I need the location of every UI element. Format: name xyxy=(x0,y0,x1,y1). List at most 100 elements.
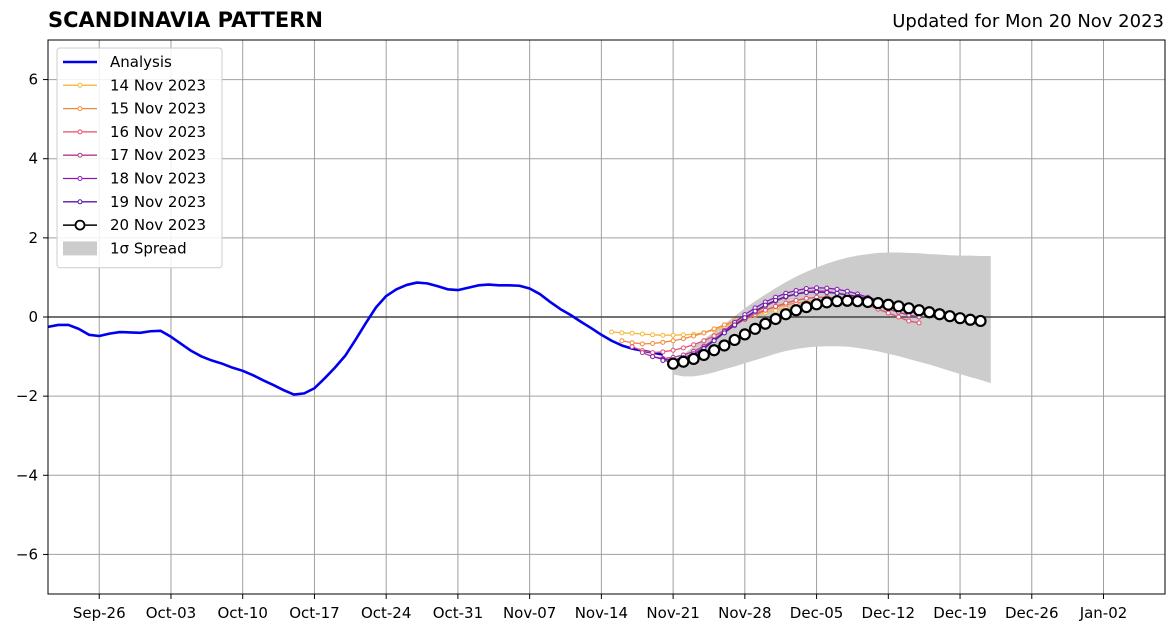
forecast-point xyxy=(824,285,830,291)
x-tick-label: Dec-19 xyxy=(933,604,987,622)
forecast-point xyxy=(953,312,967,325)
forecast-point xyxy=(752,308,758,314)
forecast-point xyxy=(701,338,707,344)
legend-item: Analysis xyxy=(63,53,172,71)
x-tick-label: Oct-31 xyxy=(433,604,483,622)
forecast-point xyxy=(793,291,799,297)
forecast-point xyxy=(728,333,741,347)
legend-label: 15 Nov 2023 xyxy=(110,100,206,118)
spread-layer xyxy=(673,252,991,384)
y-tick-label: 2 xyxy=(28,229,38,247)
forecast-point xyxy=(619,338,625,344)
axis-layer: Sep-26 Oct-03 Oct-10 Oct-17 Oct-24 Oct-31 Nov-… xyxy=(16,39,1166,622)
forecast-point xyxy=(609,329,615,335)
forecast-point xyxy=(800,301,813,314)
legend-marker xyxy=(74,219,86,231)
x-tick-label: Dec-12 xyxy=(862,604,916,622)
x-tick-label: Jan-02 xyxy=(1079,604,1128,622)
forecast-point xyxy=(680,345,686,351)
legend-marker xyxy=(77,176,83,181)
forecast-point xyxy=(841,294,854,307)
forecast-point xyxy=(748,322,762,335)
forecast-point xyxy=(650,332,656,338)
legend-item: 14 Nov 2023 xyxy=(63,76,206,94)
forecast-point xyxy=(650,350,656,356)
forecast-point xyxy=(892,300,905,313)
x-tick-label: Nov-21 xyxy=(646,604,699,622)
x-tick-label: Nov-28 xyxy=(718,604,771,622)
forecast-point xyxy=(964,313,977,326)
x-tick-label: Sep-26 xyxy=(73,604,126,622)
legend-box xyxy=(56,47,223,269)
legend-marker xyxy=(77,199,83,205)
forecast-point xyxy=(711,326,717,332)
legend-label: 19 Nov 2023 xyxy=(110,193,206,211)
forecast-point xyxy=(906,318,912,324)
legend-label: 14 Nov 2023 xyxy=(110,76,206,94)
forecast-point xyxy=(871,297,885,310)
forecast-point xyxy=(902,302,915,315)
legend-item: 19 Nov 2023 xyxy=(63,193,206,211)
forecast-point xyxy=(933,308,946,321)
forecast-point xyxy=(629,340,635,346)
forecast-point xyxy=(711,338,717,344)
x-tick-label: Nov-07 xyxy=(503,604,556,622)
forecast-point xyxy=(803,286,809,292)
forecast-point xyxy=(660,339,666,345)
forecast-point xyxy=(742,315,748,321)
legend-label: 18 Nov 2023 xyxy=(110,170,206,188)
spread-band xyxy=(673,252,991,384)
forecast-point xyxy=(732,322,738,328)
chart-subtitle: Updated for Mon 20 Nov 2023 xyxy=(892,11,1164,32)
y-tick-label: 6 xyxy=(28,71,38,89)
forecast-point xyxy=(639,341,645,347)
legend-label: 20 Nov 2023 xyxy=(110,216,206,234)
legend-label: 16 Nov 2023 xyxy=(110,123,206,141)
y-tick-label: −4 xyxy=(16,466,38,484)
forecast-point xyxy=(711,333,717,339)
legend-label: 1σ Spread xyxy=(110,239,187,257)
legend-marker xyxy=(77,106,83,112)
forecast-point xyxy=(650,341,656,347)
legend-item: 17 Nov 2023 xyxy=(63,146,206,164)
forecast-point xyxy=(769,312,782,326)
y-tick-label: 4 xyxy=(28,150,38,168)
forecast-point xyxy=(680,336,686,342)
forecast-point xyxy=(820,296,833,309)
forecast-point xyxy=(650,354,656,360)
forecast-point xyxy=(830,295,844,308)
x-tick-label: Nov-14 xyxy=(575,604,628,622)
forecast-point xyxy=(912,304,926,317)
forecast-point xyxy=(773,303,779,309)
legend: Analysis 14 Nov 2023 15 Nov 2023 16 Nov 202… xyxy=(56,47,223,269)
forecast-point xyxy=(885,310,891,316)
forecast-point xyxy=(680,332,686,338)
x-tick-label: Oct-24 xyxy=(361,604,411,622)
forecast-point xyxy=(759,317,772,330)
x-tick-label: Oct-17 xyxy=(289,604,339,622)
forecast-point xyxy=(851,295,864,308)
legend-marker xyxy=(77,152,83,158)
forecast-point xyxy=(639,350,645,356)
forecast-point xyxy=(721,322,727,328)
forecast-point xyxy=(629,330,635,336)
forecast-point xyxy=(721,330,727,336)
forecast-point xyxy=(783,300,789,306)
forecast-point xyxy=(697,348,710,362)
analysis-line xyxy=(47,281,664,396)
forecast-point xyxy=(738,328,751,341)
forecast-point xyxy=(779,308,792,321)
forecast-point xyxy=(670,347,676,353)
forecast-point xyxy=(923,306,936,319)
forecast-point xyxy=(691,333,697,339)
legend-marker xyxy=(77,129,83,135)
y-tick-label: −6 xyxy=(16,545,38,563)
legend-item: 16 Nov 2023 xyxy=(63,123,206,141)
forecast-point xyxy=(629,344,635,350)
legend-item: 20 Nov 2023 xyxy=(63,216,206,234)
forecast-point xyxy=(882,298,895,311)
legend-swatch xyxy=(63,241,97,256)
x-tick-label: Dec-26 xyxy=(1005,604,1059,622)
legend-item: 18 Nov 2023 xyxy=(63,170,206,188)
